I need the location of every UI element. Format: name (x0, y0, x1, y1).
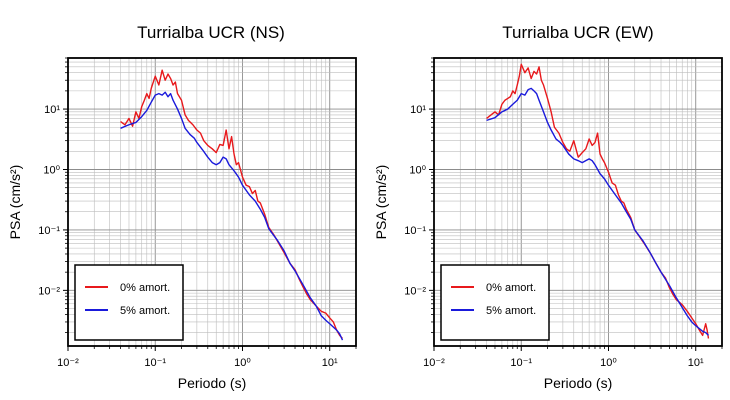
y-axis-label: PSA (cm/s²) (7, 165, 23, 240)
legend: 0% amort. 5% amort. (74, 264, 184, 341)
legend-label: 5% amort. (120, 305, 170, 317)
chart-title: Turrialba UCR (EW) (502, 23, 653, 42)
series-line-damped (120, 91, 344, 341)
y-tick-label: 10¹ (44, 104, 60, 116)
chart-panel-1: 10⁻² 10⁻¹ 10⁰ 10¹ 10⁻² 10⁻¹ 10⁰ 10¹ Turrialba UC… (373, 23, 723, 391)
y-tick-label: 10⁰ (43, 164, 60, 176)
y-tick-label: 10⁻² (38, 285, 60, 297)
legend-label: 0% amort. (486, 282, 536, 294)
series-group (120, 69, 344, 341)
y-axis-label: PSA (cm/s²) (373, 165, 389, 240)
y-tick-label: 10¹ (410, 104, 426, 116)
legend-box (74, 264, 184, 341)
legend-box (440, 264, 550, 341)
x-tick-label: 10¹ (322, 357, 338, 369)
x-tick-label: 10⁰ (600, 357, 617, 369)
x-axis-label: Periodo (s) (178, 375, 246, 391)
series-group (486, 63, 710, 339)
y-tick-label: 10⁻¹ (38, 225, 60, 237)
legend: 0% amort. 5% amort. (440, 264, 550, 341)
y-tick-label: 10⁰ (409, 164, 426, 176)
y-tick-label: 10⁻² (404, 285, 426, 297)
plot-frame (67, 57, 357, 347)
y-tick-label: 10⁻¹ (404, 225, 426, 237)
legend-label: 0% amort. (120, 282, 170, 294)
chart-title: Turrialba UCR (NS) (137, 23, 285, 42)
chart-panel-0: 10⁻² 10⁻¹ 10⁰ 10¹ 10⁻² 10⁻¹ 10⁰ 10¹ Turrialba UC… (7, 23, 357, 391)
x-tick-label: 10⁻¹ (510, 357, 532, 369)
series-line-undamped (486, 63, 710, 339)
series-line-damped (486, 87, 709, 336)
legend-label: 5% amort. (486, 305, 536, 317)
plot-frame (433, 57, 723, 347)
x-tick-label: 10⁰ (234, 357, 251, 369)
x-tick-label: 10⁻² (57, 357, 79, 369)
series-line-undamped (120, 69, 344, 339)
x-tick-label: 10¹ (688, 357, 704, 369)
x-tick-label: 10⁻¹ (144, 357, 166, 369)
x-tick-label: 10⁻² (423, 357, 445, 369)
x-axis-label: Periodo (s) (544, 375, 612, 391)
